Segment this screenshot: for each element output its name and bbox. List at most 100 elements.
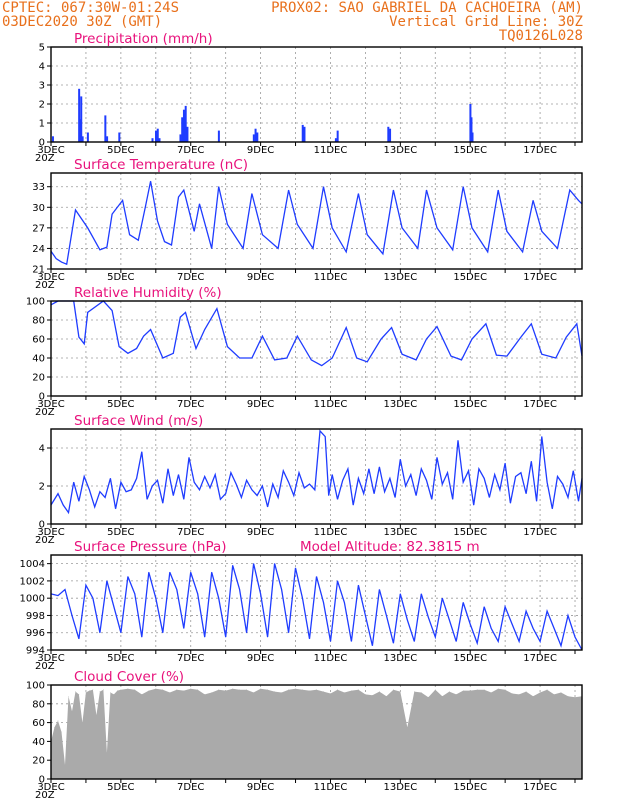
- series-point: [227, 224, 228, 225]
- x-tick-label: 9DEC: [247, 272, 274, 283]
- x-tick-label: 17DEC: [523, 527, 557, 538]
- panel-6: 0 20 40 60 80 100 3DEC 5DEC 7DEC 9DEC 11DEC 13DEC 15…: [26, 669, 583, 800]
- series-point: [314, 489, 316, 491]
- x-tick-label: 13DEC: [383, 399, 417, 410]
- series-point: [120, 632, 122, 634]
- series-point: [436, 457, 438, 458]
- series-point: [204, 476, 206, 477]
- cloud-point: [476, 689, 478, 690]
- cloud-point: [162, 689, 164, 690]
- series-point: [572, 470, 574, 472]
- cloud-point: [455, 694, 457, 695]
- series-point: [490, 628, 492, 629]
- series-point: [578, 500, 579, 502]
- series-point: [567, 497, 569, 498]
- series-point: [457, 440, 459, 441]
- series-point: [274, 359, 275, 361]
- series-point: [113, 606, 115, 608]
- series-point: [111, 213, 113, 215]
- series-point: [455, 641, 457, 642]
- series-point: [525, 493, 527, 494]
- x-tick-label: 9DEC: [247, 527, 274, 538]
- y-tick-label: 0: [39, 775, 45, 786]
- series-point: [230, 472, 232, 474]
- series-point: [560, 645, 562, 647]
- x-tick-label: 9DEC: [247, 653, 274, 664]
- precip-bar: [186, 126, 189, 142]
- precip-bar: [118, 132, 121, 142]
- series-point: [436, 326, 438, 327]
- series-point: [406, 619, 408, 621]
- cloud-point: [169, 692, 171, 693]
- series-point: [183, 498, 185, 500]
- series-point: [71, 615, 73, 616]
- cloud-point: [232, 688, 233, 690]
- series-point: [85, 584, 87, 586]
- y-tick-label: 100: [26, 297, 45, 308]
- cloud-point: [525, 691, 527, 692]
- series-point: [510, 502, 511, 504]
- series-point: [267, 506, 268, 508]
- cloud-point: [197, 689, 199, 690]
- series-point: [232, 565, 234, 566]
- series-point: [302, 597, 303, 599]
- series-point: [144, 206, 146, 208]
- series-point: [401, 353, 403, 355]
- series-point: [448, 619, 450, 621]
- x-tick-label: 15DEC: [453, 653, 487, 664]
- series-point: [242, 248, 244, 249]
- series-point: [251, 193, 253, 194]
- cloud-point: [302, 689, 303, 690]
- series-point: [197, 593, 199, 595]
- precip-bar: [158, 138, 161, 142]
- precip-bar: [151, 138, 154, 142]
- x-tick-label: 5DEC: [107, 653, 134, 664]
- cloud-point: [427, 696, 429, 698]
- series-point: [225, 636, 227, 638]
- series-point: [61, 261, 62, 263]
- series-point: [356, 357, 358, 359]
- series-point: [413, 641, 415, 642]
- x-tick-label: 7DEC: [177, 272, 204, 283]
- y-tick-label: 80: [32, 699, 45, 710]
- series-point: [274, 563, 275, 564]
- y-tick-label: 1004: [20, 559, 45, 570]
- series-point: [134, 593, 136, 595]
- series-point: [83, 476, 85, 477]
- series-point: [220, 498, 221, 500]
- series-point: [323, 186, 324, 188]
- series-point: [87, 312, 89, 313]
- plot-frame: [50, 554, 583, 651]
- precip-bar: [470, 117, 473, 142]
- series-point: [471, 338, 473, 340]
- y-tick-label: 60: [32, 718, 45, 729]
- cloud-point: [462, 690, 464, 691]
- cloud-point: [518, 694, 520, 695]
- series-point: [150, 180, 151, 182]
- series-point: [127, 352, 129, 354]
- series-point: [415, 359, 417, 361]
- cloud-point: [246, 689, 247, 690]
- cloud-point: [309, 690, 310, 691]
- series-point: [157, 479, 158, 481]
- series-point: [83, 343, 85, 345]
- series-point: [504, 462, 506, 464]
- cloud-point: [120, 689, 122, 690]
- cloud-point: [281, 692, 282, 693]
- series-point: [506, 355, 508, 357]
- precip-bar: [78, 88, 81, 142]
- x-tick-label: 11DEC: [314, 145, 348, 156]
- x-tick-label: 5DEC: [107, 399, 134, 410]
- series-point: [66, 263, 68, 265]
- precip-bar: [81, 136, 84, 142]
- y-tick-label: 4: [39, 62, 45, 73]
- x-tick-label: 7DEC: [177, 653, 204, 664]
- precip-bar: [469, 104, 472, 142]
- series-point: [122, 200, 123, 201]
- x-tick-label: 5DEC: [107, 272, 134, 283]
- cloud-point: [96, 714, 97, 716]
- series-point: [136, 348, 137, 349]
- panel-title: Surface Wind (m/s): [74, 413, 203, 429]
- series-point: [211, 571, 213, 573]
- series-point: [532, 200, 534, 201]
